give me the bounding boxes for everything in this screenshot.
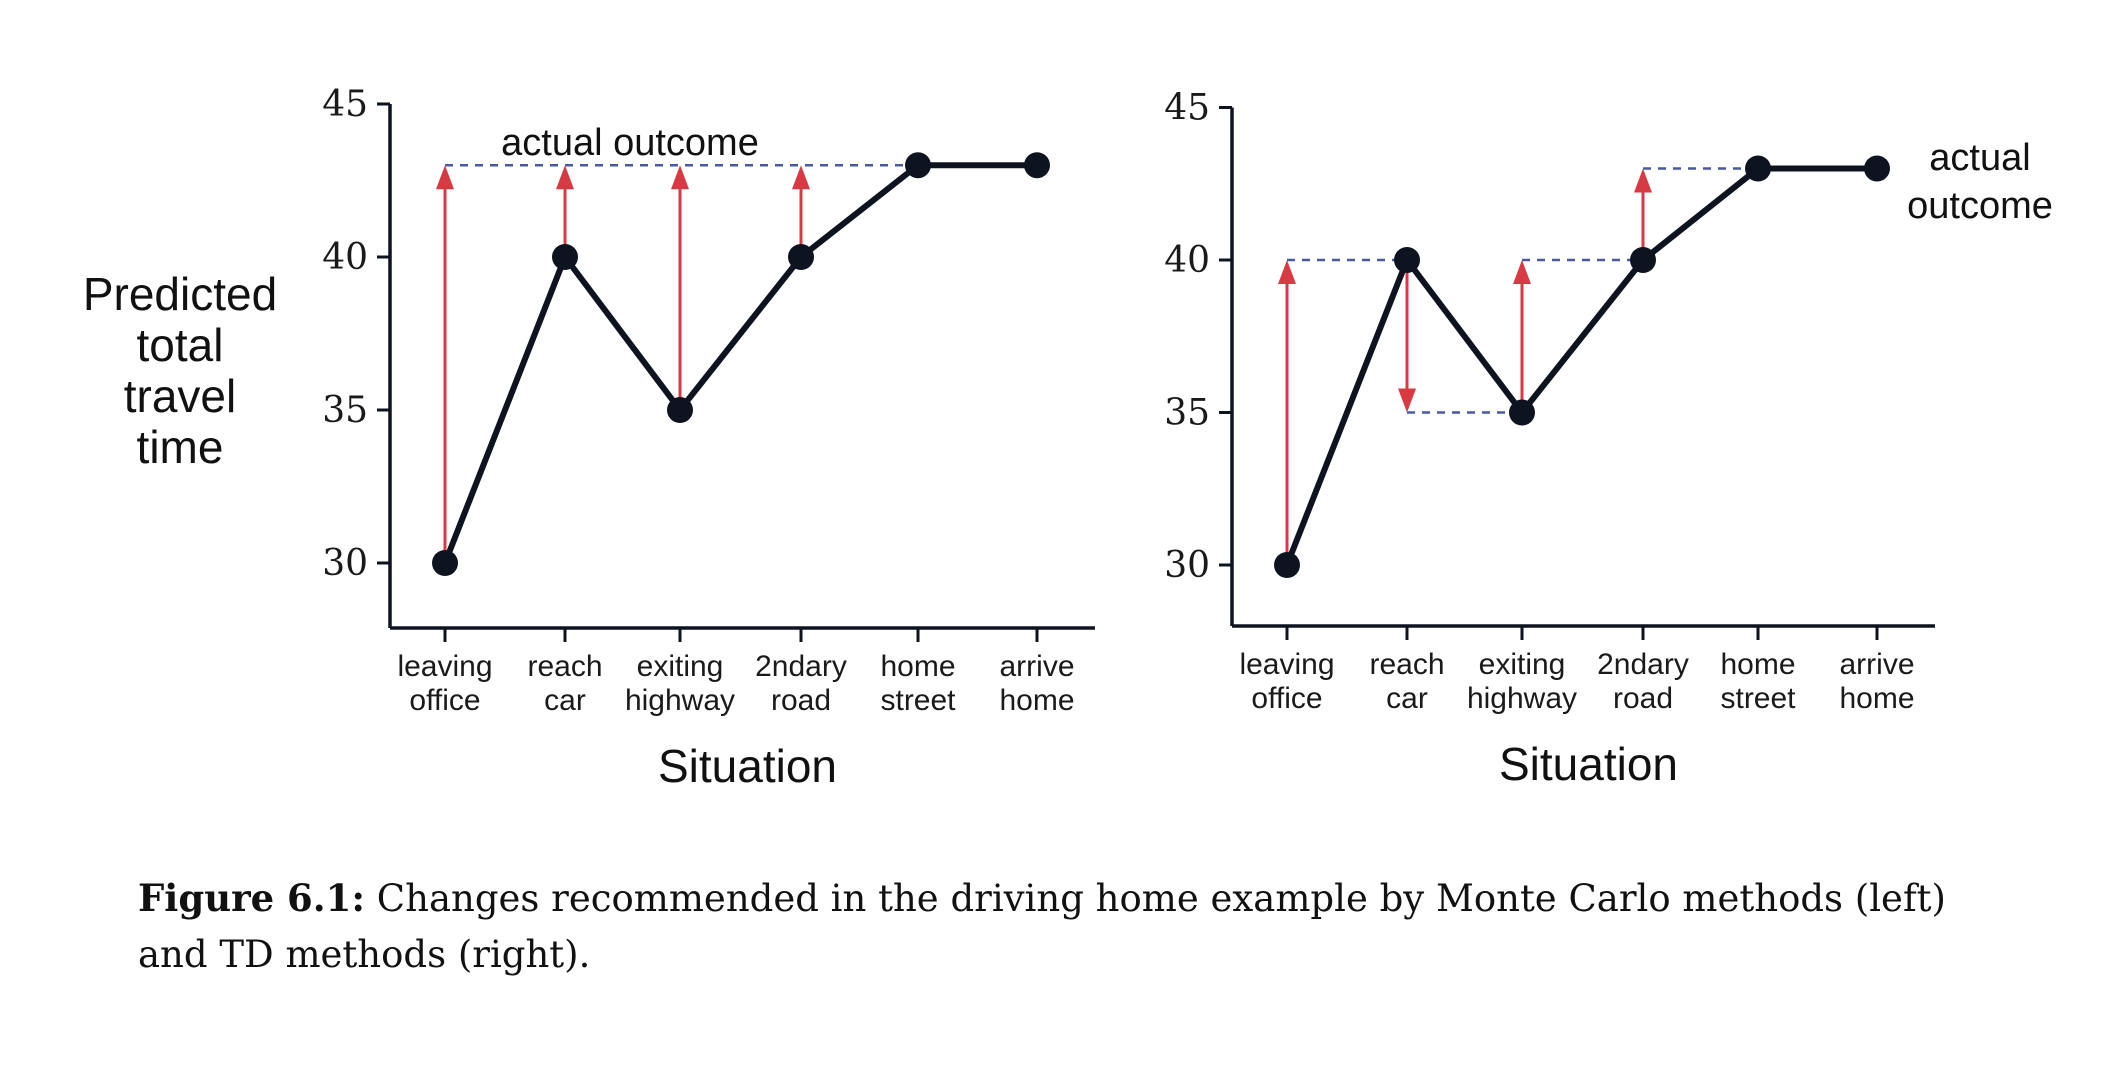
y-axis-label-line: Predicted: [83, 268, 277, 320]
x-axis-label: Situation: [1499, 738, 1678, 790]
actual-outcome-label: actual outcome: [1907, 137, 2053, 227]
x-tick-label: arrive home: [1839, 648, 1914, 715]
x-tick-label: 2ndary road: [1597, 648, 1689, 715]
x-tick-label: exiting highway: [1467, 648, 1577, 715]
x-tick-label-line: 2ndary: [1597, 648, 1689, 681]
update-arrow-head: [1278, 260, 1296, 284]
y-tick-label: 35: [1164, 393, 1210, 434]
x-tick-label-line: arrive: [1839, 648, 1914, 681]
x-tick-label-line: home: [1720, 648, 1795, 681]
y-tick-label: 40: [1164, 240, 1210, 281]
prediction-point: [1394, 247, 1420, 273]
x-tick-label-line: 2ndary: [755, 650, 847, 683]
y-axis-label-line: travel: [124, 370, 236, 422]
x-tick-label-line: office: [409, 684, 480, 717]
x-tick-label: arrive home: [999, 650, 1074, 717]
x-tick-label-line: exiting: [637, 650, 724, 683]
actual-outcome-label-line: actual: [1929, 137, 2030, 179]
prediction-line: [1284, 165, 1877, 567]
prediction-point: [1630, 247, 1656, 273]
x-tick-label-line: home: [1839, 682, 1914, 715]
prediction-point: [1024, 152, 1050, 179]
x-tick-label-line: home: [999, 684, 1074, 717]
x-tick-label: leaving office: [397, 650, 492, 717]
actual-outcome-label-line: outcome: [1907, 185, 2053, 227]
x-tick-label: reach car: [1369, 648, 1444, 715]
caption-label: Figure 6.1:: [138, 876, 366, 920]
actual-outcome-label: actual outcome: [501, 122, 759, 164]
figure-caption: Figure 6.1: Changes recommended in the d…: [138, 870, 2018, 983]
x-tick-label-line: car: [544, 684, 586, 717]
prediction-line: [442, 162, 1037, 565]
x-tick-label-line: leaving: [397, 650, 492, 683]
prediction-point: [432, 550, 458, 576]
y-tick-label: 30: [1164, 545, 1210, 586]
x-tick-label-line: street: [1720, 682, 1796, 715]
prediction-point: [1745, 155, 1771, 182]
update-arrow-head: [1398, 388, 1416, 413]
x-tick-label: home street: [1720, 648, 1796, 715]
prediction-point: [1274, 552, 1300, 578]
x-tick-label-line: road: [1613, 682, 1673, 715]
caption-text: Changes recommended in the driving home …: [138, 877, 1946, 976]
y-tick-label: 30: [322, 543, 368, 584]
prediction-point: [788, 244, 814, 270]
x-tick-label-line: arrive: [999, 650, 1074, 683]
x-tick-label-line: road: [771, 684, 831, 717]
x-tick-label: leaving office: [1239, 648, 1334, 715]
prediction-point: [905, 152, 931, 179]
right-panel-td: 30 35 40 45 leaving office reach car exiting high…: [1164, 88, 2053, 791]
actual-outcome-label-line: actual outcome: [501, 122, 759, 164]
x-tick-label-line: highway: [625, 684, 735, 717]
update-arrow-head: [792, 165, 810, 190]
x-tick-label: home street: [880, 650, 956, 717]
y-tick-label: 45: [1164, 88, 1210, 129]
x-tick-label-line: car: [1386, 682, 1428, 715]
x-tick-label-line: exiting: [1479, 648, 1566, 681]
update-arrow-head: [671, 165, 689, 190]
y-tick-label: 35: [322, 390, 368, 431]
prediction-point: [1864, 155, 1890, 182]
x-tick-label-line: home: [880, 650, 955, 683]
x-axis-label: Situation: [658, 740, 837, 792]
y-axis-label-line: time: [137, 421, 224, 473]
y-axis-label-line: total: [137, 319, 224, 371]
y-tick-label: 45: [322, 84, 368, 125]
x-tick-label-line: street: [880, 684, 956, 717]
prediction-point: [667, 397, 693, 423]
prediction-point: [1509, 399, 1535, 426]
x-tick-label-line: reach: [527, 650, 602, 683]
x-tick-label-line: office: [1251, 682, 1322, 715]
update-arrow-head: [436, 165, 454, 190]
update-arrow-head: [1634, 168, 1652, 193]
prediction-point: [552, 244, 578, 270]
x-tick-label: exiting highway: [625, 650, 735, 717]
x-tick-label-line: leaving: [1239, 648, 1334, 681]
update-arrow-head: [556, 165, 574, 190]
x-tick-label-line: reach: [1369, 648, 1444, 681]
x-tick-label: reach car: [527, 650, 602, 717]
update-arrow-head: [1513, 260, 1531, 284]
x-tick-label-line: highway: [1467, 682, 1577, 715]
y-axis-label: Predicted total travel time: [83, 268, 277, 473]
x-tick-label: 2ndary road: [755, 650, 847, 717]
y-tick-label: 40: [322, 237, 368, 278]
left-panel-mc: 30 35 40 45 leaving office reach car exiting high…: [83, 84, 1095, 792]
